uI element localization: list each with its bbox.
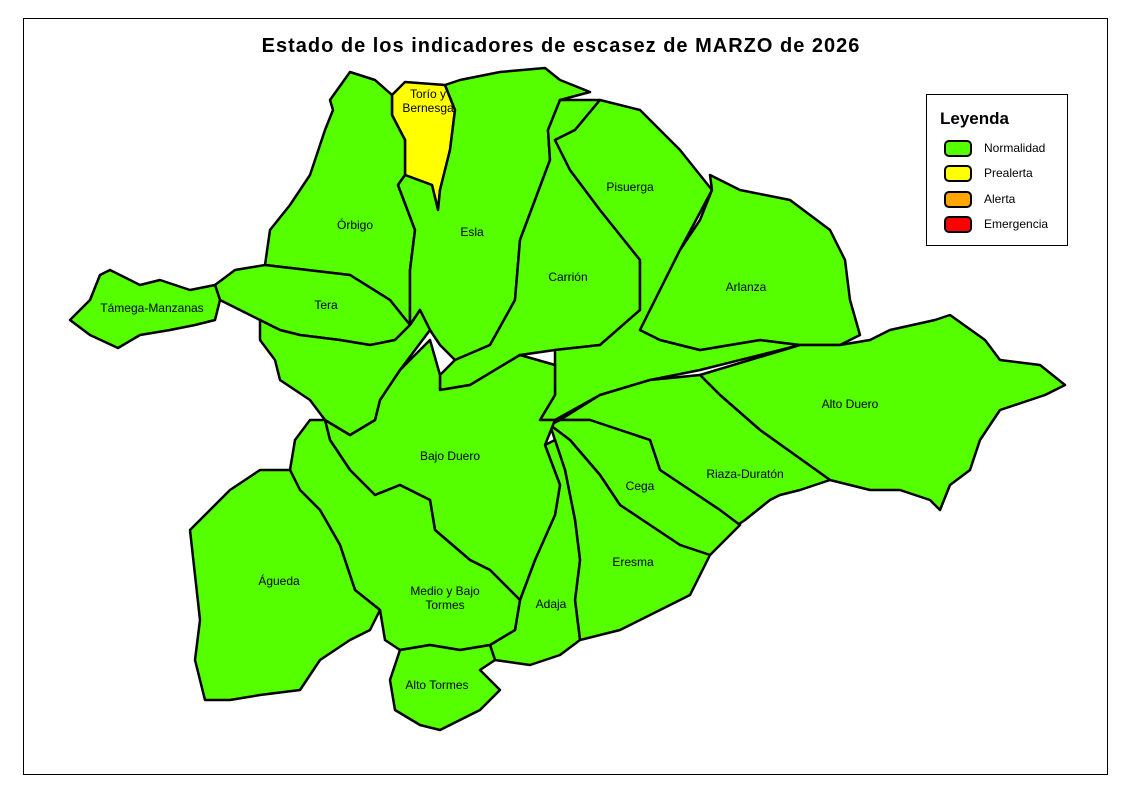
- basin-label-cega: Cega: [626, 479, 655, 493]
- basin-label-bajo-duero: Bajo Duero: [420, 449, 480, 463]
- legend-label: Alerta: [984, 192, 1016, 206]
- legend-swatch-normalidad: [944, 139, 972, 157]
- basin-label-orbigo: Órbigo: [337, 217, 373, 232]
- basin-agueda: [188, 468, 382, 702]
- basin-label-eresma: Eresma: [612, 555, 654, 569]
- legend-label: Prealerta: [984, 166, 1033, 180]
- basin-tamega-manzanas: [68, 268, 222, 350]
- legend-swatch-emergencia: [944, 215, 972, 233]
- basin-label-agueda: Águeda: [258, 573, 300, 588]
- map-title: Estado de los indicadores de escasez de …: [261, 35, 861, 57]
- basin-label-carrion: Carrión: [548, 270, 587, 284]
- legend-swatch-prealerta: [944, 164, 972, 182]
- basin-alto-tormes: [388, 643, 502, 732]
- basin-label-tera: Tera: [314, 298, 338, 312]
- basin-label-medio-y-bajo-tormes: Tormes: [425, 598, 464, 612]
- map-frame: [23, 18, 1108, 775]
- basin-label-alto-duero: Alto Duero: [822, 397, 879, 411]
- basin-label-esla: Esla: [460, 225, 484, 239]
- legend-label: Normalidad: [984, 141, 1046, 155]
- basin-label-pisuerga: Pisuerga: [606, 180, 654, 194]
- basin-label-arlanza: Arlanza: [726, 280, 767, 294]
- legend-item-emergencia: Emergencia: [944, 214, 1048, 234]
- legend: Leyenda Normalidad Prealerta Alerta Emer…: [926, 94, 1068, 246]
- legend-item-alerta: Alerta: [944, 189, 1015, 209]
- basin-label-alto-tormes: Alto Tormes: [405, 678, 468, 692]
- basin-label-adaja: Adaja: [536, 597, 567, 611]
- legend-label: Emergencia: [984, 217, 1049, 231]
- basin-label-riaza-duraton: Riaza-Duratón: [706, 467, 783, 481]
- legend-item-normalidad: Normalidad: [944, 138, 1045, 158]
- basin-label-torio-y-bernesga: Bernesga: [402, 101, 454, 115]
- basin-label-torio-y-bernesga: Torío y: [410, 87, 446, 101]
- basin-unnamed: [258, 308, 432, 437]
- basin-label-medio-y-bajo-tormes: Medio y Bajo: [410, 584, 480, 598]
- legend-title: Leyenda: [940, 109, 1009, 128]
- legend-item-prealerta: Prealerta: [944, 163, 1033, 183]
- legend-swatch-alerta: [944, 190, 972, 208]
- basin-label-tamega-manzanas: Támega-Manzanas: [100, 301, 203, 315]
- basin-esla: [396, 66, 592, 362]
